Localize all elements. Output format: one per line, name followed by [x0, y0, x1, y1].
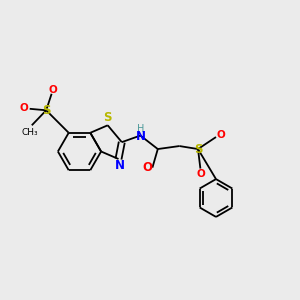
Text: N: N	[135, 130, 146, 142]
Text: O: O	[216, 130, 225, 140]
Text: O: O	[48, 85, 57, 95]
Text: S: S	[42, 104, 50, 117]
Text: O: O	[197, 169, 206, 179]
Text: S: S	[194, 142, 202, 155]
Text: CH₃: CH₃	[22, 128, 39, 137]
Text: O: O	[142, 161, 152, 174]
Text: N: N	[115, 159, 125, 172]
Text: S: S	[103, 111, 112, 124]
Text: H: H	[137, 124, 144, 134]
Text: O: O	[19, 103, 28, 113]
